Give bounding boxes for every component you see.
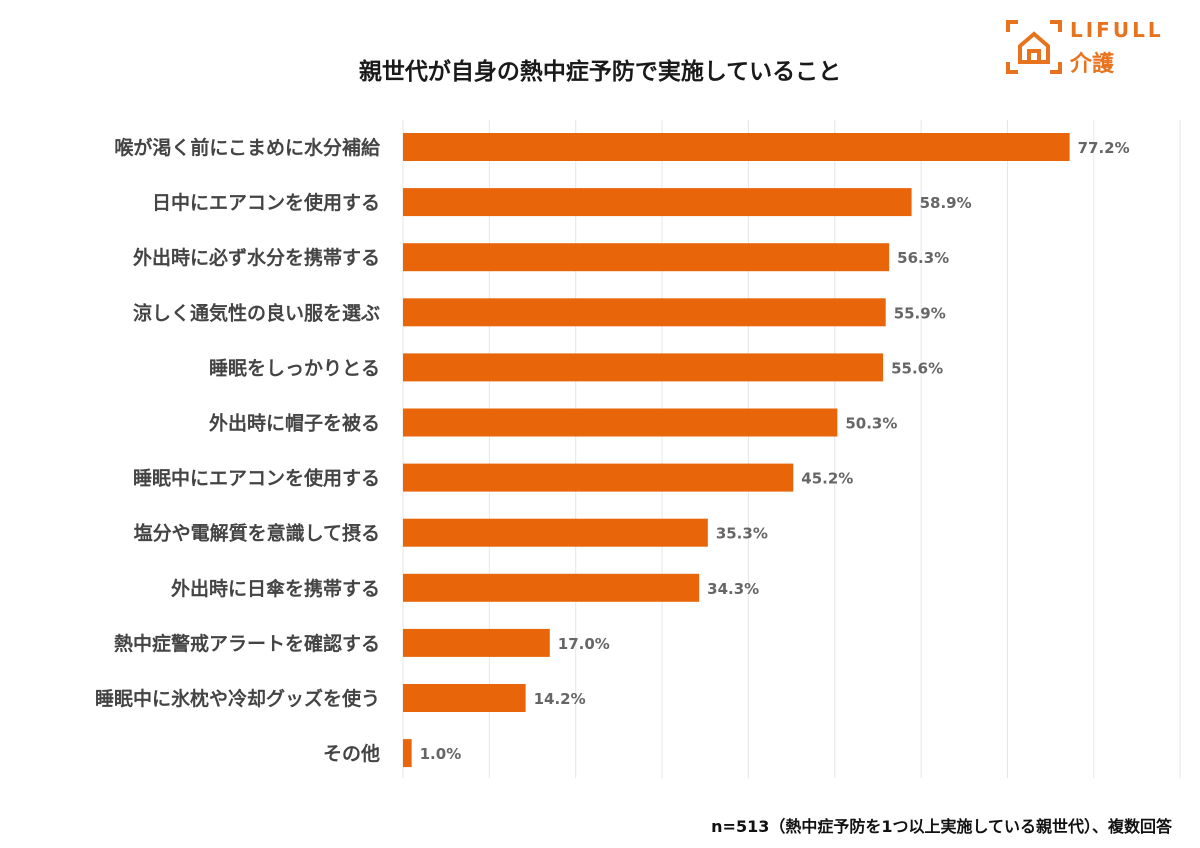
lifull-kaigo-logo: LIFULL 介護 — [1004, 18, 1184, 77]
data-label: 14.2% — [534, 690, 586, 708]
bar — [403, 188, 912, 217]
bar — [403, 573, 700, 602]
data-label: 35.3% — [716, 525, 768, 543]
logo-sub-text: 介護 — [1070, 52, 1115, 77]
data-label: 55.6% — [891, 359, 943, 377]
data-label: 34.3% — [707, 580, 759, 598]
bar — [403, 463, 794, 492]
logo-brand-text: LIFULL — [1070, 18, 1164, 42]
bar — [403, 739, 412, 768]
category-label: 睡眠をしっかりとる — [209, 357, 380, 379]
bar — [403, 518, 708, 547]
bar — [403, 298, 886, 327]
category-label: 日中にエアコンを使用する — [152, 191, 380, 214]
data-label: 17.0% — [558, 635, 610, 653]
sample-note: n=513（熱中症予防を1つ以上実施している親世代）、複数回答 — [711, 817, 1172, 836]
category-label: 涼しく通気性の良い服を選ぶ — [133, 301, 380, 324]
data-label: 45.2% — [801, 470, 853, 488]
data-label: 77.2% — [1078, 139, 1130, 157]
category-label: 睡眠中にエアコンを使用する — [133, 467, 380, 490]
category-label: 外出時に日傘を携帯する — [171, 577, 380, 600]
category-label: 外出時に帽子を被る — [209, 412, 380, 435]
category-label: 熱中症警戒アラートを確認する — [114, 632, 380, 655]
category-label: 睡眠中に氷枕や冷却グッズを使う — [95, 687, 380, 710]
chart-title: 親世代が自身の熱中症予防で実施していること — [358, 59, 842, 85]
house-frame-icon — [1006, 20, 1062, 74]
category-label: 外出時に必ず水分を携帯する — [133, 246, 380, 269]
data-label: 1.0% — [420, 745, 462, 763]
data-label: 56.3% — [897, 249, 949, 267]
data-label: 58.9% — [920, 194, 972, 212]
data-label: 50.3% — [845, 415, 897, 433]
data-label: 55.9% — [894, 304, 946, 322]
bar — [403, 133, 1070, 161]
bar — [403, 628, 550, 657]
category-label: その他 — [323, 742, 380, 765]
bar — [403, 684, 526, 712]
bar — [403, 408, 838, 437]
bar — [403, 243, 890, 272]
bar — [403, 353, 884, 382]
category-label: 喉が渇く前にこまめに水分補給 — [114, 136, 381, 159]
category-label: 塩分や電解質を意識して摂る — [134, 522, 380, 545]
